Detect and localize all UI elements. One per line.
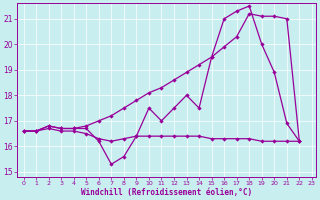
X-axis label: Windchill (Refroidissement éolien,°C): Windchill (Refroidissement éolien,°C) [81,188,252,197]
